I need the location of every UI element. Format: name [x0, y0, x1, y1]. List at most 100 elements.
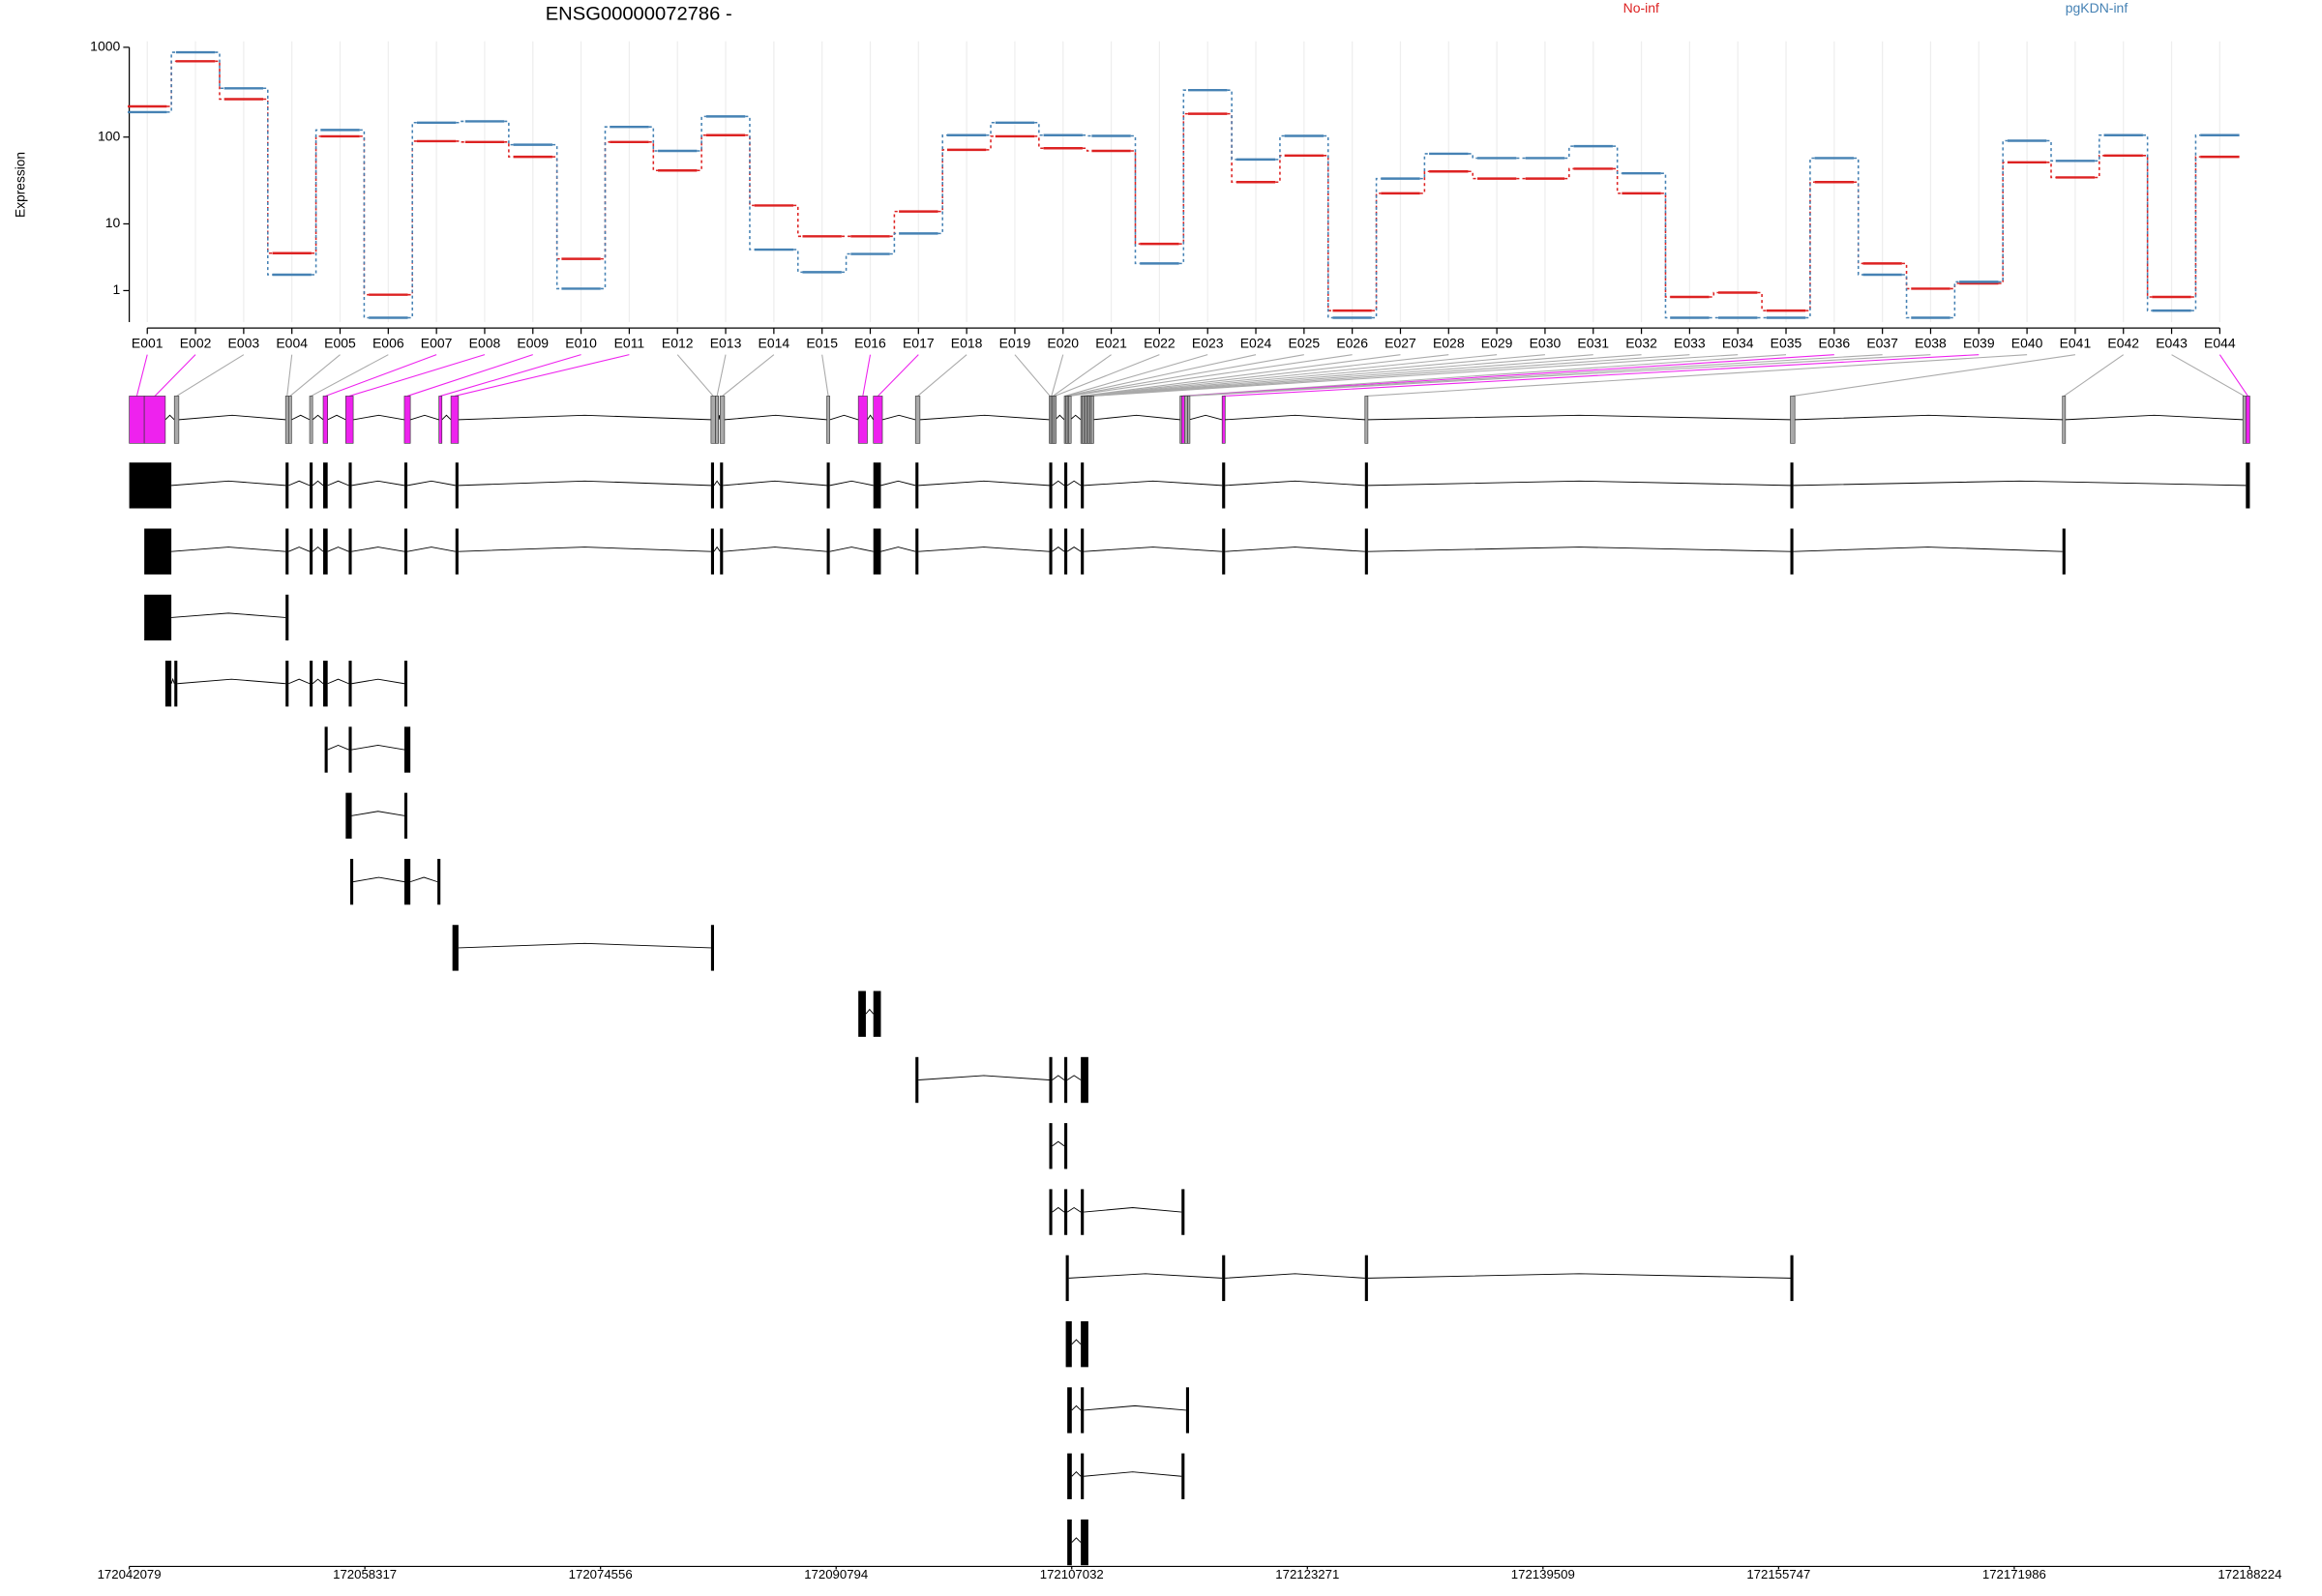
transcript-intron — [1071, 1537, 1082, 1543]
transcript-exon — [129, 462, 172, 509]
transcript-intron — [1084, 547, 1223, 552]
x-tick-label: E032 — [1625, 336, 1657, 351]
exon-connector — [722, 354, 775, 397]
step-connector — [938, 133, 947, 235]
intron — [164, 414, 175, 421]
transcript-exon — [437, 858, 441, 905]
step-connector — [1419, 153, 1430, 180]
step-connector — [2190, 133, 2201, 311]
chart-title: ENSG00000072786 - — [546, 4, 732, 25]
step-connector — [1612, 167, 1622, 194]
transcript-intron — [1084, 1207, 1182, 1213]
exon-connector — [862, 354, 872, 397]
transcript-exon — [915, 462, 919, 509]
step-connector — [1998, 162, 2008, 284]
x-tick-label: E020 — [1047, 336, 1079, 351]
transcript-exon — [1064, 1056, 1068, 1104]
exon — [1184, 396, 1188, 444]
transcript-exon — [1181, 1189, 1185, 1235]
transcript-intron — [713, 546, 721, 552]
step-connector — [1468, 153, 1477, 160]
x-tick-label: 172042079 — [98, 1567, 162, 1581]
x-tick-label: E008 — [469, 336, 501, 351]
step-connector — [1275, 134, 1285, 161]
x-tick-label: E031 — [1577, 336, 1609, 351]
transcript-exon — [1064, 1123, 1068, 1169]
x-tick-label: E044 — [2204, 336, 2236, 351]
x-tick-label: E023 — [1192, 336, 1224, 351]
transcript-exon — [1065, 1255, 1069, 1302]
intron — [919, 414, 1050, 421]
exon-connector — [1185, 354, 1883, 397]
transcript-intron — [288, 547, 311, 552]
step-connector — [1805, 157, 1815, 319]
x-tick-label: E016 — [854, 336, 886, 351]
transcript-exon — [1049, 1189, 1053, 1235]
transcript-exon — [403, 462, 408, 509]
step-connector — [2142, 155, 2153, 298]
step-connector — [1371, 177, 1382, 319]
x-tick-label: E038 — [1915, 336, 1947, 351]
transcript-exon — [1222, 528, 1226, 575]
transcript-intron — [458, 480, 711, 487]
transcript-intron — [1367, 1273, 1791, 1279]
step-connector — [1757, 291, 1767, 311]
exon — [1180, 396, 1185, 444]
step-connector — [1854, 157, 1863, 276]
exon-connector — [1792, 354, 2075, 397]
transcript-exon — [285, 528, 289, 575]
transcript-intron — [1066, 480, 1082, 487]
step-connector — [456, 120, 465, 124]
transcript-intron — [1084, 1404, 1186, 1411]
transcript-intron — [171, 480, 286, 487]
x-tick-label: E005 — [324, 336, 356, 351]
step-connector — [215, 60, 224, 101]
intron — [881, 414, 916, 421]
exon — [143, 396, 166, 444]
x-tick-label: E026 — [1336, 336, 1368, 351]
x-tick-label: E028 — [1433, 336, 1465, 351]
step-connector — [745, 133, 755, 207]
transcript-intron — [918, 1075, 1050, 1080]
x-tick-label: 172188224 — [2218, 1567, 2281, 1581]
transcript-intron — [406, 480, 456, 487]
exon-connector — [154, 354, 196, 397]
step-connector — [1564, 167, 1574, 180]
transcript-intron — [171, 547, 286, 552]
transcript-intron — [312, 678, 324, 685]
step-connector — [1901, 262, 1912, 290]
exon-connector — [440, 354, 581, 397]
transcript-intron — [829, 480, 874, 487]
transcript-exon — [2062, 528, 2066, 575]
transcript-intron — [865, 1008, 875, 1015]
transcript-exon — [873, 528, 881, 575]
intron — [724, 414, 827, 421]
step-connector — [889, 210, 900, 238]
x-tick-label: E007 — [421, 336, 453, 351]
exon — [2242, 396, 2247, 444]
transcript-exon — [1049, 1123, 1053, 1169]
exon — [2245, 396, 2250, 444]
transcript-intron — [1068, 1273, 1223, 1279]
transcript-exon — [1790, 462, 1794, 509]
transcript-intron — [409, 876, 438, 883]
transcript-exon — [403, 726, 411, 773]
x-tick-label: 172123271 — [1275, 1567, 1339, 1581]
transcript-exon — [310, 661, 313, 707]
step-connector — [263, 87, 273, 276]
transcript-exon — [710, 925, 715, 971]
transcript-intron — [353, 876, 405, 883]
step-connector — [1130, 134, 1141, 265]
transcript-exon — [1364, 528, 1368, 575]
transcript-exon — [873, 462, 881, 509]
step-connector — [745, 115, 755, 251]
x-tick-label: 172171986 — [1982, 1567, 2046, 1581]
x-tick-label: E022 — [1144, 336, 1176, 351]
step-connector — [1227, 89, 1236, 161]
exon — [284, 396, 289, 444]
transcript-exon — [1222, 1255, 1226, 1302]
x-tick-label: E025 — [1289, 336, 1321, 351]
intron — [178, 414, 286, 421]
transcript-exon — [858, 990, 866, 1037]
